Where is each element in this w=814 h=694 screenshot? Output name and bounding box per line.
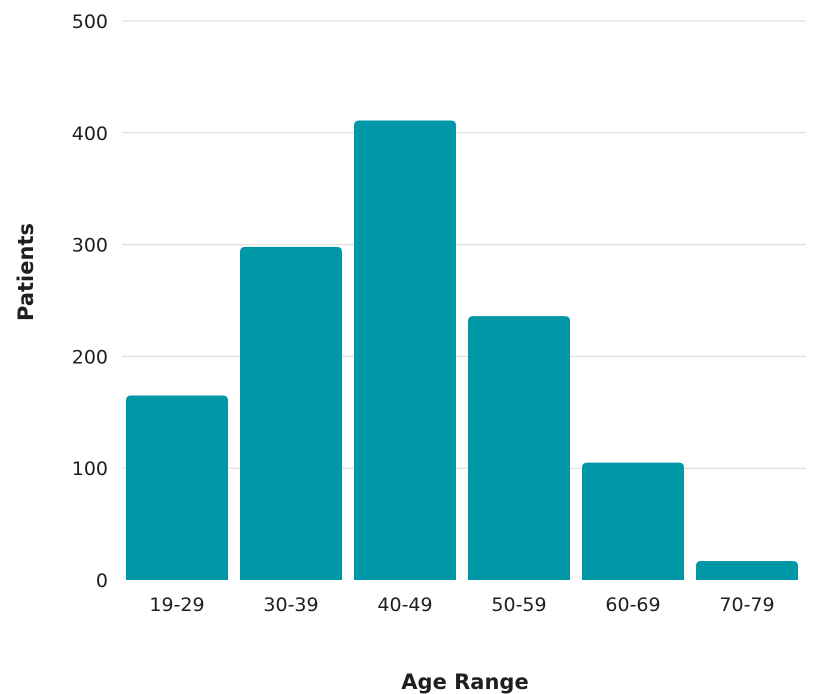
x-axis-tick-labels: 19-29 30-39 40-49 50-59 60-69 70-79 [149, 594, 774, 616]
x-tick-label: 30-39 [263, 594, 318, 616]
y-tick-label: 300 [72, 235, 108, 257]
y-axis-tick-labels: 0 100 200 300 400 500 [72, 11, 108, 592]
gridlines [122, 20, 806, 469]
x-tick-label: 19-29 [149, 594, 204, 616]
x-tick-label: 50-59 [491, 594, 546, 616]
bar-50-59 [468, 316, 570, 580]
y-tick-label: 500 [72, 11, 108, 33]
y-axis-title: Patients [14, 223, 38, 321]
bar-30-39 [240, 246, 342, 580]
bars [126, 120, 798, 580]
x-axis-title: Age Range [401, 670, 528, 694]
bar-60-69 [582, 462, 684, 580]
bar-40-49 [354, 120, 456, 580]
y-tick-label: 200 [72, 346, 108, 368]
y-tick-label: 400 [72, 123, 108, 145]
x-tick-label: 70-79 [719, 594, 774, 616]
bar-70-79 [696, 560, 798, 580]
x-tick-label: 40-49 [377, 594, 432, 616]
y-tick-label: 100 [72, 458, 108, 480]
bar-19-29 [126, 395, 228, 580]
x-tick-label: 60-69 [605, 594, 660, 616]
y-tick-label: 0 [96, 570, 108, 592]
